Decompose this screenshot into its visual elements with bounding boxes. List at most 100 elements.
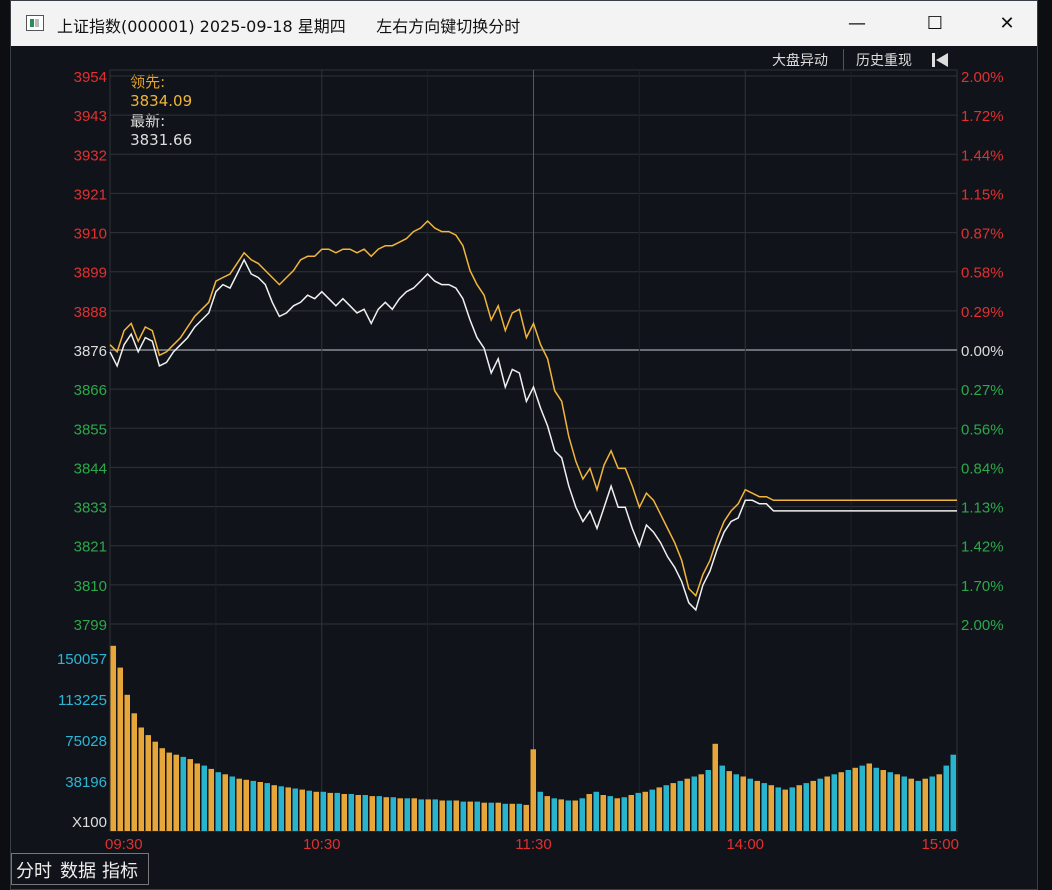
volume-bar (243, 779, 249, 831)
volume-bar (866, 763, 872, 831)
price-tick-label: 3799 (74, 617, 107, 634)
volume-bar (404, 798, 410, 831)
volume-bar (810, 780, 816, 831)
volume-bar (474, 801, 480, 831)
tab-timeshare[interactable]: 分时 (16, 861, 52, 882)
volume-bar (271, 785, 277, 831)
price-tick-label: 3821 (74, 539, 107, 556)
volume-bar (663, 785, 669, 831)
pct-tick-label: 2.00% (961, 617, 1004, 634)
minimize-button[interactable]: — (848, 13, 866, 34)
volume-bar (320, 791, 326, 831)
chart-window: 上证指数(000001) 2025-09-18 星期四 左右方向键切换分时 — … (10, 0, 1038, 890)
volume-bar (432, 799, 438, 831)
volume-bar (719, 765, 725, 831)
pct-tick-label: 1.42% (961, 539, 1004, 556)
back-to-start-icon[interactable] (927, 48, 953, 72)
volume-bar (439, 800, 445, 831)
lead-price-line (109, 219, 957, 598)
volume-bar (670, 783, 676, 831)
volume-bar (467, 801, 473, 831)
volume-bar (411, 798, 417, 831)
price-tick-label: 3954 (74, 69, 107, 86)
volume-bar (418, 799, 424, 831)
volume-bar (292, 788, 298, 831)
pct-tick-label: 1.72% (961, 108, 1004, 125)
volume-bar (544, 796, 550, 831)
volume-bar (257, 782, 263, 831)
volume-bar (278, 786, 284, 831)
volume-bar (712, 743, 718, 831)
volume-bar (453, 800, 459, 831)
volume-bar (775, 787, 781, 831)
volume-bar (376, 796, 382, 831)
volume-bar (740, 776, 746, 831)
latest-value: 3831.66 (130, 131, 193, 149)
maximize-button[interactable]: ☐ (926, 13, 944, 34)
volume-bar (593, 791, 599, 831)
volume-bar (355, 795, 361, 831)
price-tick-label: 3932 (74, 147, 107, 164)
tab-data[interactable]: 数据 (60, 861, 96, 882)
volume-bar (656, 787, 662, 831)
volume-bar (166, 752, 172, 831)
window-title: 上证指数(000001) 2025-09-18 星期四 左右方向键切换分时 (57, 17, 521, 36)
tab-indicator[interactable]: 指标 (102, 861, 138, 882)
volume-bar (488, 802, 494, 831)
time-tick-label: 15:00 (921, 836, 959, 853)
pct-tick-label: 1.13% (961, 500, 1004, 517)
pct-tick-label: 1.44% (961, 147, 1004, 164)
volume-bar (789, 787, 795, 831)
close-button[interactable]: ✕ (999, 13, 1015, 34)
volume-unit-label: X100 (72, 814, 107, 831)
divider (843, 49, 844, 71)
volume-bar (306, 790, 312, 831)
price-tick-label: 3899 (74, 265, 107, 282)
volume-bar (705, 770, 711, 831)
volume-bar (726, 771, 732, 831)
volume-bar (684, 778, 690, 831)
lead-label: 领先: (130, 73, 166, 91)
volume-bar (425, 799, 431, 831)
price-tick-label: 3921 (74, 186, 107, 203)
volume-bar (558, 799, 564, 831)
volume-bar (572, 800, 578, 831)
time-tick-label: 10:30 (303, 836, 341, 853)
price-tick-label: 3866 (74, 382, 107, 399)
volume-bar (698, 774, 704, 831)
volume-bar (460, 801, 466, 831)
volume-bar (901, 776, 907, 831)
volume-bar (922, 778, 928, 831)
volume-bar (838, 772, 844, 831)
volume-bar (313, 791, 319, 831)
volume-bar (201, 765, 207, 831)
volume-bar (285, 787, 291, 831)
pct-tick-label: 1.15% (961, 186, 1004, 203)
volume-bar (586, 794, 592, 831)
price-tick-label: 3943 (74, 108, 107, 125)
volume-bar (733, 774, 739, 831)
volume-bar (110, 645, 116, 831)
volume-bar (628, 795, 634, 831)
volume-bar (831, 774, 837, 831)
volume-bar (124, 694, 130, 831)
volume-bar (299, 789, 305, 831)
price-tick-label: 3844 (74, 460, 107, 477)
volume-bar (187, 759, 193, 831)
price-info: 领先: 3834.09 最新: 3831.66 (111, 53, 192, 167)
volume-bar (334, 792, 340, 831)
market-anomaly-button[interactable]: 大盘异动 (772, 53, 828, 69)
volume-tick-label: 113225 (58, 692, 107, 709)
volume-bar (152, 741, 158, 831)
volume-bar (264, 783, 270, 831)
volume-bar (390, 797, 396, 831)
pct-tick-label: 0.87% (961, 226, 1004, 243)
volume-bar (859, 765, 865, 831)
bottom-tab-strip: 分时 数据 指标 (11, 853, 149, 885)
history-replay-button[interactable]: 历史重现 (856, 53, 912, 69)
volume-bar (887, 772, 893, 831)
volume-bar (481, 802, 487, 831)
price-tick-label: 3833 (74, 500, 107, 517)
volume-bar (145, 735, 151, 831)
volume-bar (565, 800, 571, 831)
